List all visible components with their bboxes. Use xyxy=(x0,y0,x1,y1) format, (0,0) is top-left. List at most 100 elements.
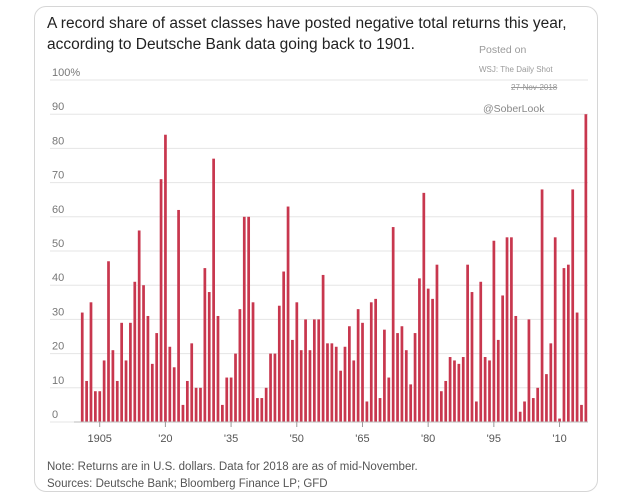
bar-1965 xyxy=(361,322,364,422)
x-tick-label: '20 xyxy=(158,433,172,445)
bar-1917 xyxy=(150,363,154,422)
bar-1930 xyxy=(207,292,211,422)
bar-1972 xyxy=(391,227,395,422)
bar-1903 xyxy=(89,302,93,422)
bar-1967 xyxy=(369,302,373,422)
bar-1940 xyxy=(251,302,255,422)
bar-1913 xyxy=(133,281,137,422)
bar-1979 xyxy=(422,192,426,422)
bar-1957 xyxy=(326,343,329,422)
bar-1954 xyxy=(312,319,316,422)
bar-1959 xyxy=(334,346,338,422)
bar-1980 xyxy=(426,288,430,422)
x-tick-label: '50 xyxy=(290,433,304,445)
bar-1994 xyxy=(488,360,491,422)
bar-1920 xyxy=(164,134,167,422)
chart-notes: Note: Returns are in U.S. dollars. Data … xyxy=(47,459,418,493)
y-tick-label: 100% xyxy=(52,67,80,79)
bar-1935 xyxy=(229,377,233,422)
bar-1938 xyxy=(242,216,246,422)
bar-1956 xyxy=(321,274,325,422)
bar-1911 xyxy=(124,360,128,422)
bar-1971 xyxy=(387,377,391,422)
bar-1919 xyxy=(159,179,163,422)
handle-stamp: @SoberLook xyxy=(483,103,545,115)
bar-1912 xyxy=(129,322,132,422)
bar-1925 xyxy=(185,380,189,422)
bar-1933 xyxy=(221,404,224,422)
bar-1914 xyxy=(137,230,141,422)
bar-1916 xyxy=(146,315,150,422)
bar-2000 xyxy=(514,315,518,422)
bar-1966 xyxy=(365,401,369,422)
bar-1929 xyxy=(203,268,207,422)
bar-1958 xyxy=(330,343,334,422)
bar-1910 xyxy=(120,322,124,422)
bar-1905 xyxy=(98,391,102,422)
bar-1949 xyxy=(291,339,294,422)
bar-1955 xyxy=(317,319,321,422)
bar-1973 xyxy=(396,333,399,422)
bar-1989 xyxy=(466,264,469,422)
bar-1936 xyxy=(234,353,237,422)
bar-1927 xyxy=(194,387,198,422)
bar-2015 xyxy=(580,404,583,422)
bar-1981 xyxy=(431,298,434,422)
bar-2005 xyxy=(536,387,540,422)
y-tick-label: 0 xyxy=(52,409,58,421)
bar-1948 xyxy=(286,206,290,422)
bar-1976 xyxy=(409,384,413,422)
bar-1937 xyxy=(238,309,242,422)
bar-1969 xyxy=(378,398,382,422)
bar-1960 xyxy=(339,370,342,422)
bar-1985 xyxy=(448,357,452,422)
bar-1993 xyxy=(483,357,487,422)
bar-1941 xyxy=(256,398,259,422)
bar-1907 xyxy=(107,261,110,422)
bar-1978 xyxy=(418,278,421,422)
bar-1932 xyxy=(216,315,220,422)
bar-1997 xyxy=(501,295,505,422)
y-tick-label: 40 xyxy=(52,272,64,284)
bar-1934 xyxy=(225,377,229,422)
bar-1950 xyxy=(295,302,299,422)
bar-2011 xyxy=(562,268,566,422)
bar-1922 xyxy=(172,367,176,422)
bar-1943 xyxy=(264,387,268,422)
bar-2003 xyxy=(527,319,531,422)
bar-1947 xyxy=(282,271,286,422)
bar-1952 xyxy=(304,319,307,422)
bar-1908 xyxy=(111,350,115,422)
bar-2014 xyxy=(575,312,579,422)
bar-1953 xyxy=(308,350,312,422)
bar-1906 xyxy=(102,360,106,422)
bar-2009 xyxy=(553,237,557,422)
bar-1926 xyxy=(190,343,194,422)
bar-1946 xyxy=(277,305,281,422)
bar-2016 xyxy=(584,114,588,422)
bar-1904 xyxy=(94,391,97,422)
x-tick-label: '80 xyxy=(421,433,435,445)
bar-1982 xyxy=(435,264,439,422)
bar-2012 xyxy=(566,264,570,422)
bar-1915 xyxy=(142,285,145,422)
note-line: Note: Returns are in U.S. dollars. Data … xyxy=(47,461,418,473)
bar-1991 xyxy=(475,401,478,422)
bar-2004 xyxy=(531,398,535,422)
y-tick-label: 20 xyxy=(52,341,64,353)
bar-1924 xyxy=(181,404,185,422)
y-tick-label: 30 xyxy=(52,306,64,318)
bar-1961 xyxy=(343,346,347,422)
bar-1962 xyxy=(348,326,351,422)
bar-1931 xyxy=(212,158,215,422)
bar-2008 xyxy=(549,343,553,422)
y-tick-label: 80 xyxy=(52,135,64,147)
x-tick-label: '95 xyxy=(487,433,501,445)
y-tick-label: 50 xyxy=(52,238,64,250)
bar-2010 xyxy=(558,418,561,422)
bar-1901 xyxy=(80,312,84,422)
y-tick-label: 60 xyxy=(52,204,64,216)
bar-1970 xyxy=(383,329,386,422)
bar-1951 xyxy=(299,350,303,422)
